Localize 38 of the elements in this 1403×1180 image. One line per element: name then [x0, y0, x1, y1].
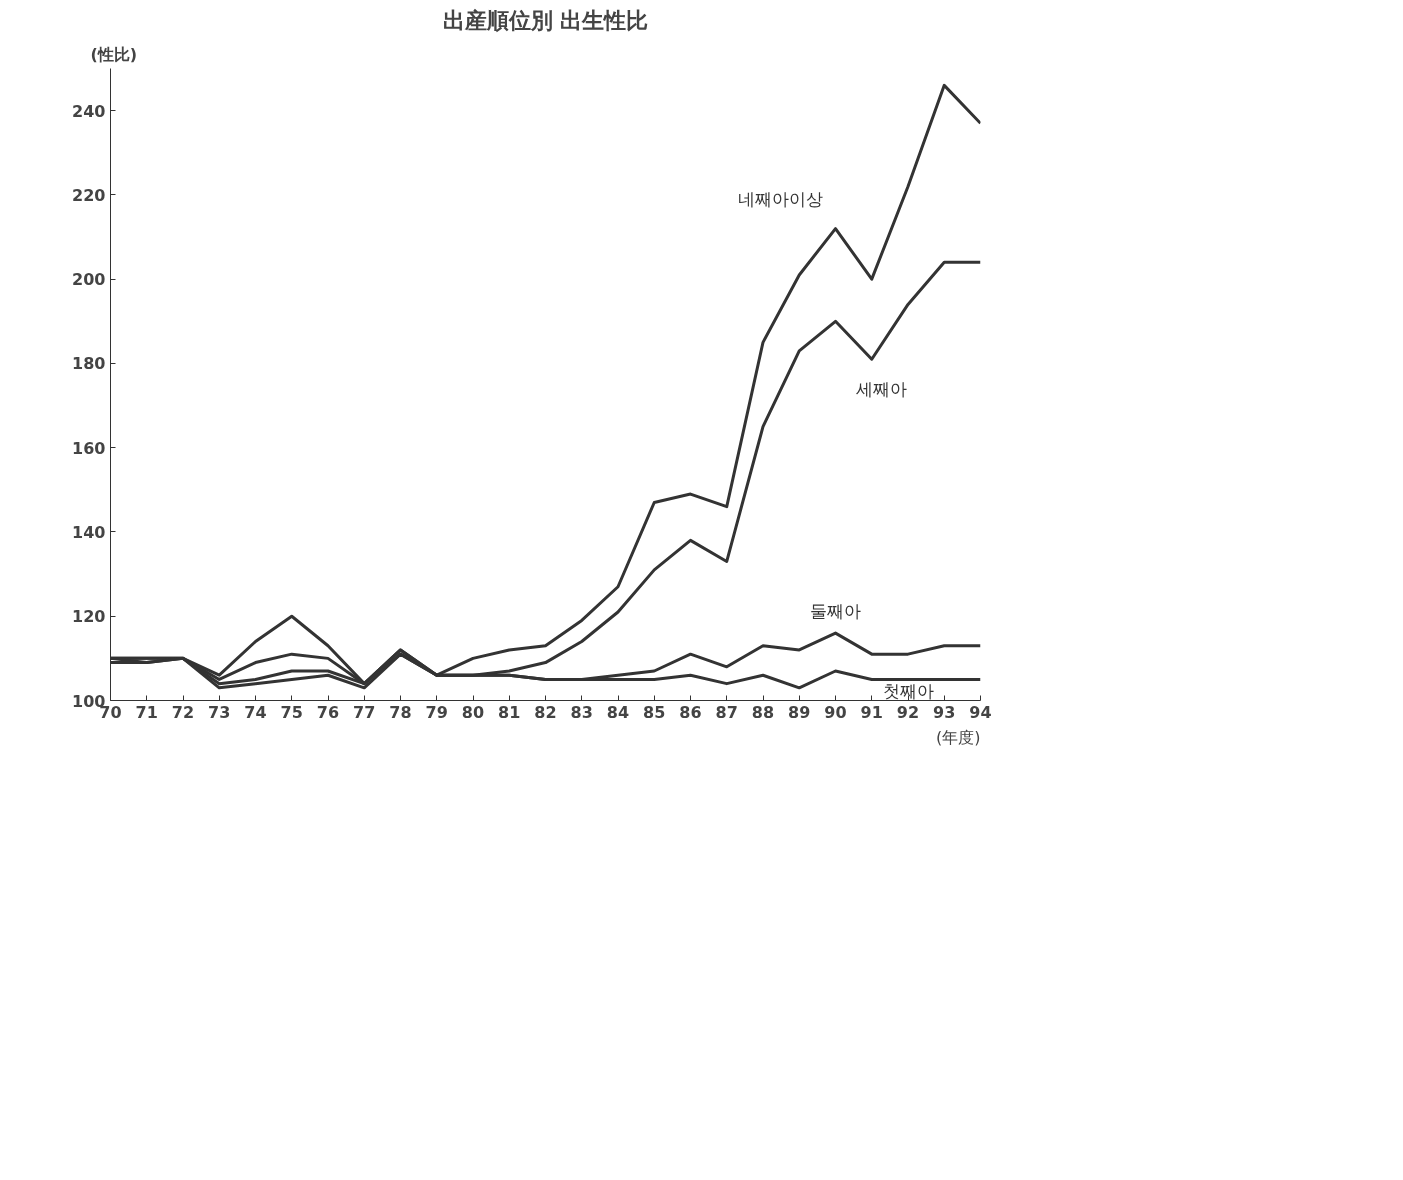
y-tick-label: 200: [72, 270, 106, 290]
x-tick-label: 74: [244, 702, 267, 722]
x-tick-label: 86: [679, 702, 702, 722]
x-tick-label: 72: [171, 702, 195, 722]
x-tick-label: 77: [353, 702, 376, 722]
series-label: 둘째아: [810, 601, 861, 622]
y-tick-label: 220: [72, 185, 106, 205]
x-tick-label: 92: [896, 702, 920, 722]
x-tick-label: 93: [933, 702, 956, 722]
x-tick-label: 91: [860, 702, 883, 722]
x-tick-label: 83: [570, 702, 593, 722]
x-tick-label: 76: [316, 702, 340, 722]
x-tick-label: 71: [135, 702, 158, 722]
x-tick-label: 75: [280, 702, 303, 722]
x-tick-label: 88: [751, 702, 775, 722]
x-tick-label: 87: [715, 702, 738, 722]
x-tick-label: 78: [389, 702, 412, 722]
y-tick-label: 240: [72, 101, 106, 121]
series-label: 세째아: [856, 379, 908, 400]
x-tick-label: 82: [534, 702, 557, 722]
x-tick-label: 85: [643, 702, 666, 722]
y-tick-label: 180: [72, 354, 106, 374]
y-axis-title: (性比): [90, 44, 138, 64]
x-tick-label: 80: [461, 702, 485, 722]
series-label: 네째아이상: [738, 188, 823, 209]
x-tick-label: 73: [208, 702, 231, 722]
series-label: 첫째아: [882, 681, 934, 702]
y-tick-label: 160: [72, 438, 106, 458]
x-tick-label: 84: [606, 702, 630, 722]
x-tick-label: 89: [788, 702, 811, 722]
y-tick-label: 120: [72, 607, 106, 627]
y-tick-label: 140: [72, 522, 106, 542]
chart-title: 出産順位別 出生性比: [442, 7, 649, 33]
x-tick-label: 81: [498, 702, 521, 722]
x-axis-title: (年度): [936, 727, 981, 747]
x-tick-label: 90: [824, 702, 847, 722]
x-tick-label: 94: [969, 702, 992, 722]
x-tick-label: 79: [425, 702, 448, 722]
